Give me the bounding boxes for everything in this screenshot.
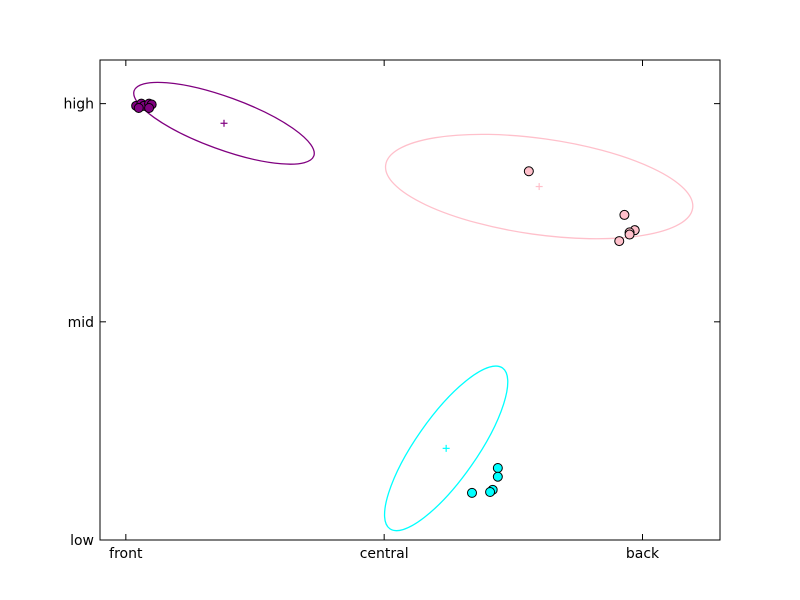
data-point bbox=[144, 103, 155, 113]
data-point bbox=[523, 166, 534, 177]
cluster-ellipse bbox=[383, 365, 509, 532]
data-point bbox=[485, 487, 496, 497]
data-point bbox=[619, 209, 630, 220]
y-tick-label: mid bbox=[68, 315, 94, 331]
data-point bbox=[492, 463, 503, 473]
cluster-mean-marker bbox=[220, 119, 228, 127]
plot-frame bbox=[99, 59, 721, 541]
data-point bbox=[133, 103, 144, 113]
data-point bbox=[624, 229, 635, 240]
data-point bbox=[492, 471, 503, 482]
data-point bbox=[467, 487, 477, 498]
x-tick-label: back bbox=[626, 546, 660, 562]
cluster-ellipse bbox=[384, 133, 694, 240]
y-tick-label: high bbox=[63, 97, 94, 113]
cluster-ellipse bbox=[133, 81, 315, 165]
cluster-mean-marker bbox=[535, 183, 543, 191]
x-tick-label: front bbox=[109, 546, 143, 562]
data-point bbox=[614, 236, 625, 247]
x-tick-label: central bbox=[360, 546, 409, 562]
y-tick-label: low bbox=[70, 533, 94, 549]
cluster-mean-marker bbox=[442, 444, 450, 452]
